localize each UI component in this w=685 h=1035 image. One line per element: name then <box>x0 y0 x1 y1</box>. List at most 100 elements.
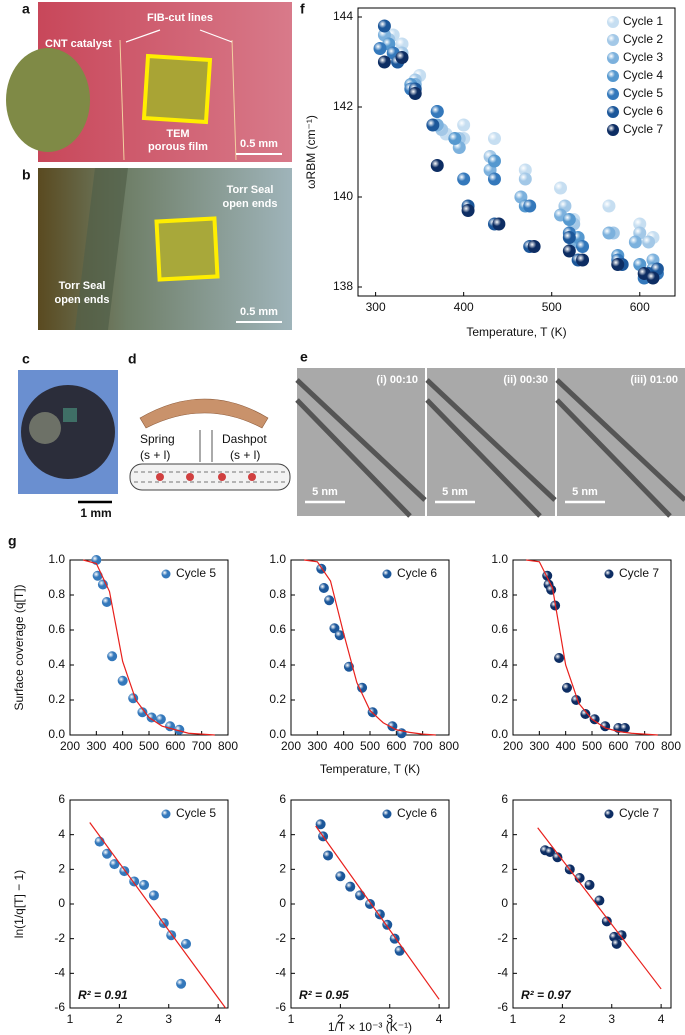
x-tick-label: 4 <box>215 1012 222 1026</box>
legend-label: Cycle 6 <box>397 566 437 580</box>
fit-line <box>537 827 662 990</box>
legend-label: Cycle 4 <box>623 68 663 82</box>
data-point <box>584 879 595 890</box>
y-tick-label: -2 <box>275 931 286 945</box>
data-point <box>619 723 630 733</box>
data-point <box>628 235 642 249</box>
data-point <box>589 714 600 725</box>
x-tick-label: 700 <box>635 739 655 753</box>
x-tick-label: 1 <box>288 1012 295 1026</box>
x-tick-label: 800 <box>439 739 459 753</box>
data-point <box>601 916 612 927</box>
data-point <box>562 244 576 258</box>
y-tick-label: 1.0 <box>491 552 508 566</box>
y-tick-label: 0.4 <box>491 657 508 671</box>
y-tick-label: 4 <box>58 827 65 841</box>
y-tick-label: 1.0 <box>48 552 65 566</box>
frame-label: (ii) 00:30 <box>503 374 548 386</box>
data-point <box>487 132 501 145</box>
data-point <box>576 240 590 253</box>
data-point <box>646 271 660 285</box>
annotation: open ends <box>222 198 277 210</box>
data-point <box>430 105 444 118</box>
y-tick-label: -6 <box>275 1000 286 1014</box>
x-tick-label: 2 <box>559 1012 566 1026</box>
fit-line <box>304 559 436 736</box>
y-tick-label: 142 <box>333 99 353 113</box>
data-point <box>461 204 475 217</box>
legend-marker <box>607 52 619 64</box>
data-point <box>373 42 387 55</box>
data-point <box>139 879 150 890</box>
fit-line <box>526 559 658 736</box>
data-point <box>574 873 585 883</box>
x-axis-label: 1/T × 10⁻³ (K⁻¹) <box>328 1020 412 1034</box>
y-tick-label: 0.6 <box>491 622 508 636</box>
y-tick-label: -4 <box>54 966 65 980</box>
y-tick-label: 0.2 <box>48 692 65 706</box>
legend-marker <box>161 809 171 819</box>
data-point <box>315 819 326 830</box>
data-point <box>642 235 656 249</box>
y-tick-label: 0.8 <box>269 587 286 601</box>
data-point <box>176 978 187 989</box>
panel-label: b <box>22 167 31 183</box>
data-point <box>155 714 166 725</box>
data-point <box>174 724 185 735</box>
data-point <box>137 707 148 718</box>
annotation: porous film <box>148 141 208 153</box>
data-point <box>181 938 192 949</box>
y-tick-label: 138 <box>333 279 353 293</box>
x-tick-label: 400 <box>556 739 576 753</box>
data-point <box>580 709 591 719</box>
y-tick-label: -6 <box>54 1000 65 1014</box>
x-tick-label: 800 <box>218 739 238 753</box>
legend-label: Cycle 7 <box>619 566 659 580</box>
annotation: FIB-cut lines <box>147 12 213 24</box>
data-point <box>377 55 391 69</box>
legend-label: Cycle 5 <box>176 566 216 580</box>
x-tick-label: 4 <box>658 1012 665 1026</box>
y-tick-label: -6 <box>497 1000 508 1014</box>
panel-e-image <box>295 368 685 518</box>
fit-line <box>315 825 440 1000</box>
y-tick-label: 6 <box>58 792 65 806</box>
annotation: TEM <box>166 128 189 140</box>
data-point <box>611 258 625 271</box>
annotation: Spring <box>140 432 175 446</box>
y-tick-label: 0.6 <box>48 622 65 636</box>
x-tick-label: 600 <box>608 739 628 753</box>
x-tick-label: 500 <box>139 739 159 753</box>
data-point <box>394 945 405 956</box>
x-tick-label: 400 <box>454 300 474 314</box>
data-point <box>616 930 627 941</box>
y-tick-label: 2 <box>279 862 286 876</box>
legend-label: Cycle 5 <box>623 86 663 100</box>
x-axis-label: Temperature, T (K) <box>466 325 566 339</box>
data-point <box>594 895 605 906</box>
data-point <box>554 653 565 663</box>
fit-annotation: R² = 0.95 <box>299 988 349 1002</box>
data-point <box>101 597 112 607</box>
legend-label: Cycle 5 <box>176 806 216 820</box>
scale-bar-label: 5 nm <box>442 486 468 498</box>
data-point <box>542 570 553 581</box>
data-point <box>457 118 471 132</box>
data-point <box>324 595 335 606</box>
x-tick-label: 3 <box>608 1012 615 1026</box>
scale-bar-label: 0.5 mm <box>240 306 278 318</box>
y-tick-label: 0.8 <box>48 587 65 601</box>
data-point <box>355 890 366 901</box>
y-tick-label: 0.0 <box>491 727 508 741</box>
legend-label: Cycle 6 <box>623 104 663 118</box>
legend-marker <box>607 88 619 100</box>
legend-marker <box>607 16 619 28</box>
legend-marker <box>607 106 619 118</box>
annotation: (s + l) <box>140 448 170 462</box>
data-point <box>395 51 409 64</box>
panel-label: d <box>128 351 137 367</box>
data-point <box>107 651 118 662</box>
annotation: Dashpot <box>222 432 267 446</box>
data-point <box>377 19 391 33</box>
